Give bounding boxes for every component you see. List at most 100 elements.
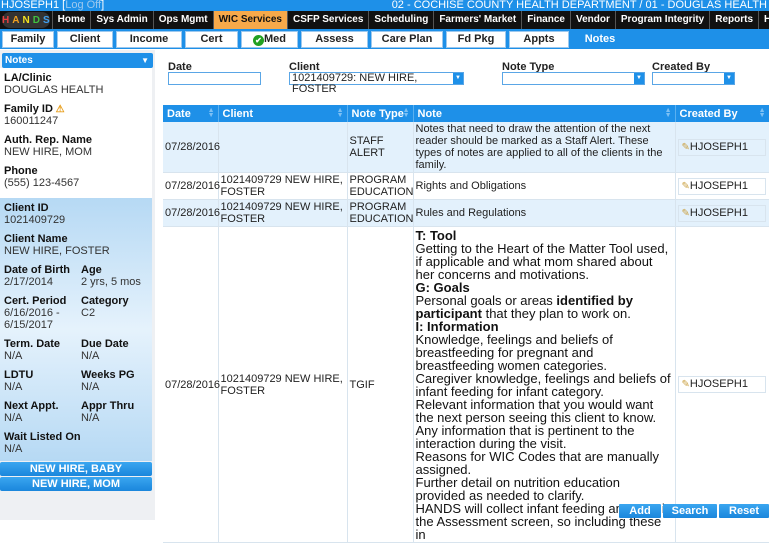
sort-icon[interactable]: ▲ ▼ xyxy=(758,107,766,119)
note-text: that they plan to work on. xyxy=(481,306,631,321)
tab-notes[interactable]: Notes xyxy=(572,31,628,48)
edit-note-button[interactable]: ✎HJOSEPH1 xyxy=(677,138,766,156)
tab-med[interactable]: ✔ Med xyxy=(241,31,298,48)
column-header-label: Note xyxy=(417,107,442,120)
client-field-label: Appr Thru xyxy=(81,400,135,412)
column-header-note[interactable]: Note ▲ ▼ xyxy=(413,105,676,122)
cell-note: Rights and Obligations xyxy=(413,172,676,200)
family-member-button[interactable]: NEW HIRE, MOM xyxy=(0,477,152,491)
column-header-date[interactable]: Date ▲ ▼ xyxy=(163,105,219,122)
nav-item-vendor[interactable]: Vendor xyxy=(569,11,615,29)
nav-item-farmers-market[interactable]: Farmers' Market xyxy=(433,11,521,29)
action-buttons: Add Search Reset xyxy=(619,504,769,518)
sidebar-dropdown[interactable]: Notes ▼ xyxy=(2,53,153,68)
client-field-value: N/A xyxy=(81,381,100,393)
cell-note-type: PROGRAM EDUCATION xyxy=(347,172,414,200)
family-field-value: DOUGLAS HEALTH xyxy=(4,84,104,96)
family-field-label: Auth. Rep. Name xyxy=(4,134,148,146)
tab-assess[interactable]: Assess xyxy=(301,31,368,48)
nav-item-finance[interactable]: Finance xyxy=(521,11,570,29)
note-line: Getting to the Heart of the Matter Tool … xyxy=(416,242,673,281)
tab-label: Assess xyxy=(315,33,354,45)
table-row[interactable]: 07/28/2016 STAFF ALERT Notes that need to … xyxy=(163,122,769,173)
client-field-label: Age xyxy=(81,264,102,276)
note-line: Further detail on nutrition education pr… xyxy=(416,476,673,502)
column-header-created-by[interactable]: Created By ▲ ▼ xyxy=(675,105,769,122)
wait-listed-label: Wait Listed On xyxy=(4,431,81,443)
nav-item-program-integrity[interactable]: Program Integrity xyxy=(614,11,709,29)
sort-icon[interactable]: ▲ ▼ xyxy=(664,107,672,119)
reset-button[interactable]: Reset xyxy=(719,504,769,518)
sort-icon[interactable]: ▲ ▼ xyxy=(207,107,215,119)
family-member-button[interactable]: NEW HIRE, BABY xyxy=(0,462,152,476)
note-line: T: Tool xyxy=(416,229,673,242)
date-filter-input[interactable] xyxy=(168,72,261,85)
client-field-value: N/A xyxy=(4,381,23,393)
edit-note-button[interactable]: ✎HJOSEPH1 xyxy=(677,204,766,222)
cell-note: Rules and Regulations xyxy=(413,199,676,227)
table-row[interactable]: 07/28/2016 1021409729 NEW HIRE, FOSTER PRO… xyxy=(163,172,769,200)
tab-label: Client xyxy=(69,33,101,45)
tab-family[interactable]: Family xyxy=(2,31,54,48)
client-filter-label: Client xyxy=(289,61,320,73)
warning-icon: ⚠ xyxy=(52,104,65,115)
family-field-value: 160011247 xyxy=(4,115,59,127)
family-field-label: Phone xyxy=(4,165,148,177)
cell-client xyxy=(218,122,348,173)
cell-date: 07/28/2016 xyxy=(163,172,220,200)
client-name: NEW HIRE, FOSTER xyxy=(4,245,110,257)
edit-note-button[interactable]: ✎HJOSEPH1 xyxy=(677,376,766,393)
table-row[interactable]: 07/28/2016 1021409729 NEW HIRE, FOSTER PRO… xyxy=(163,199,769,227)
date-filter-label: Date xyxy=(168,61,192,73)
tab-appts[interactable]: Appts xyxy=(509,31,569,48)
sidebar-title: Notes xyxy=(5,55,33,66)
client-id-label: Client ID xyxy=(4,202,49,214)
tab-client[interactable]: Client xyxy=(57,31,113,48)
nav-item-wic-services[interactable]: WIC Services xyxy=(212,11,287,29)
client-field-label: Due Date xyxy=(81,338,129,350)
column-header-note-type[interactable]: Note Type ▲ ▼ xyxy=(347,105,414,122)
client-field-value: N/A xyxy=(81,350,100,362)
pencil-icon: ✎ xyxy=(681,180,690,192)
client-tabs: Family Client Income Cert ✔ Med Assess Care Pla… xyxy=(0,29,769,49)
cell-client: 1021409729 NEW HIRE, FOSTER xyxy=(218,199,348,227)
cell-date: 07/28/2016 xyxy=(163,199,220,227)
note-text: Getting to the Heart of the Matter Tool … xyxy=(415,241,669,282)
nav-item-help[interactable]: Help xyxy=(758,11,769,29)
created-by-filter-select[interactable]: ▼ xyxy=(652,72,735,85)
logoff-link[interactable]: Log Off xyxy=(65,0,102,11)
nav-item-sys-admin[interactable]: Sys Admin xyxy=(90,11,152,29)
client-details: Date of Birth 2/17/2014 Age 2 yrs, 5 mos Cer… xyxy=(4,264,148,431)
wait-listed-value: N/A xyxy=(4,443,23,455)
chevron-down-icon: ▼ xyxy=(634,73,644,84)
nav-item-ops-mgmt[interactable]: Ops Mgmt xyxy=(152,11,213,29)
column-header-client[interactable]: Client ▲ ▼ xyxy=(218,105,348,122)
client-field: Category C2 xyxy=(81,295,152,338)
chevron-down-icon: ▼ xyxy=(141,56,149,65)
tab-label: Med xyxy=(264,33,286,45)
client-field-label: Date of Birth xyxy=(4,264,70,276)
pencil-icon: ✎ xyxy=(681,141,690,153)
edit-note-button[interactable]: ✎HJOSEPH1 xyxy=(677,177,766,195)
tab-income[interactable]: Income xyxy=(116,31,182,48)
note-type-filter-select[interactable]: ▼ xyxy=(502,72,645,85)
note-line: Reasons for WIC Codes that are manually … xyxy=(416,450,673,476)
nav-item-csfp-services[interactable]: CSFP Services xyxy=(286,11,368,29)
note-text: Personal goals or areas xyxy=(415,293,557,308)
tab-care-plan[interactable]: Care Plan xyxy=(371,31,443,48)
add-button[interactable]: Add xyxy=(619,504,661,518)
nav-item-home[interactable]: Home xyxy=(51,11,91,29)
sort-icon[interactable]: ▲ ▼ xyxy=(402,107,410,119)
tab-fd-pkg[interactable]: Fd Pkg xyxy=(446,31,506,48)
client-filter-select[interactable]: 1021409729: NEW HIRE, FOSTER ▼ xyxy=(289,72,464,95)
nav-item-reports[interactable]: Reports xyxy=(709,11,758,29)
logo-letter: N xyxy=(22,14,30,26)
family-field-label: Family ID ⚠ xyxy=(4,103,148,115)
nav-item-scheduling[interactable]: Scheduling xyxy=(368,11,433,29)
sort-icon[interactable]: ▲ ▼ xyxy=(336,107,344,119)
cell-note: Notes that need to draw the attention of… xyxy=(413,122,676,173)
search-button[interactable]: Search xyxy=(663,504,717,518)
tab-cert[interactable]: Cert xyxy=(185,31,238,48)
table-row[interactable]: 07/28/2016 1021409729 NEW HIRE, FOSTER TGI… xyxy=(163,226,769,543)
created-by-filter-label: Created By xyxy=(652,61,711,73)
